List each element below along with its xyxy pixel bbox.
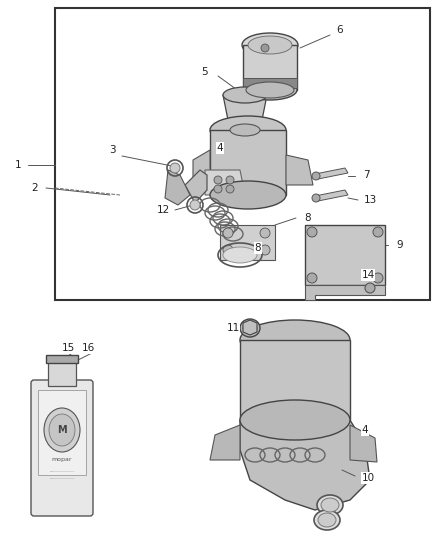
Ellipse shape (248, 36, 292, 54)
Text: mopar: mopar (52, 457, 72, 463)
Text: 3: 3 (109, 145, 115, 155)
Polygon shape (350, 425, 377, 462)
Ellipse shape (230, 124, 260, 136)
Bar (55, 8, 430, 300)
Ellipse shape (223, 87, 267, 103)
Text: 1: 1 (15, 160, 21, 170)
Text: 8: 8 (254, 243, 261, 253)
Ellipse shape (223, 247, 257, 263)
Text: 2: 2 (32, 183, 38, 193)
Ellipse shape (210, 181, 286, 209)
Ellipse shape (321, 498, 339, 512)
Ellipse shape (210, 116, 286, 144)
Polygon shape (243, 320, 257, 335)
Text: ____________: ____________ (49, 475, 75, 479)
Polygon shape (240, 420, 370, 510)
Text: 14: 14 (361, 270, 374, 280)
Ellipse shape (365, 283, 375, 293)
Ellipse shape (373, 227, 383, 237)
Text: 4: 4 (362, 425, 368, 435)
Text: 15: 15 (61, 343, 74, 353)
Polygon shape (165, 170, 190, 205)
Bar (210, 130, 286, 195)
Ellipse shape (307, 227, 317, 237)
Ellipse shape (261, 44, 269, 52)
Bar (243, 45, 297, 90)
Ellipse shape (373, 273, 383, 283)
Text: 8: 8 (305, 213, 311, 223)
Bar (220, 225, 275, 260)
Polygon shape (210, 425, 240, 460)
Polygon shape (286, 155, 313, 185)
Ellipse shape (307, 273, 317, 283)
Ellipse shape (260, 228, 270, 238)
Bar (243, 78, 297, 88)
Ellipse shape (223, 228, 233, 238)
Text: 12: 12 (156, 205, 170, 215)
Ellipse shape (240, 320, 350, 360)
Ellipse shape (242, 33, 298, 57)
Ellipse shape (318, 513, 336, 527)
Ellipse shape (312, 172, 320, 180)
Ellipse shape (246, 82, 294, 98)
Text: 5: 5 (201, 67, 208, 77)
Bar (240, 340, 350, 420)
Polygon shape (315, 190, 348, 201)
Ellipse shape (317, 495, 343, 515)
Bar (46, 355, 78, 363)
Ellipse shape (243, 322, 257, 334)
Ellipse shape (226, 176, 234, 184)
Ellipse shape (170, 163, 180, 173)
Ellipse shape (240, 400, 350, 440)
Ellipse shape (44, 408, 80, 452)
Bar (38, 390, 86, 475)
Bar (48, 360, 76, 386)
Ellipse shape (226, 185, 234, 193)
Polygon shape (315, 168, 348, 179)
Text: ____________: ____________ (49, 468, 75, 472)
Text: 4: 4 (217, 143, 223, 153)
Ellipse shape (214, 176, 222, 184)
FancyBboxPatch shape (31, 380, 93, 516)
Text: 6: 6 (337, 25, 343, 35)
Polygon shape (185, 170, 207, 203)
Text: 9: 9 (397, 240, 403, 250)
Bar (305, 225, 385, 285)
Polygon shape (305, 285, 385, 300)
Text: 10: 10 (361, 473, 374, 483)
Text: M: M (57, 425, 67, 435)
Ellipse shape (312, 194, 320, 202)
Polygon shape (193, 150, 210, 185)
Ellipse shape (49, 414, 75, 446)
Polygon shape (205, 170, 245, 195)
Text: 7: 7 (363, 170, 369, 180)
Ellipse shape (190, 200, 200, 210)
Ellipse shape (243, 80, 297, 100)
Text: 13: 13 (364, 195, 377, 205)
Ellipse shape (260, 245, 270, 255)
Text: 16: 16 (81, 343, 95, 353)
Text: 11: 11 (226, 323, 240, 333)
Ellipse shape (214, 185, 222, 193)
Ellipse shape (240, 319, 260, 337)
Polygon shape (223, 95, 267, 130)
Ellipse shape (314, 510, 340, 530)
Ellipse shape (223, 245, 233, 255)
